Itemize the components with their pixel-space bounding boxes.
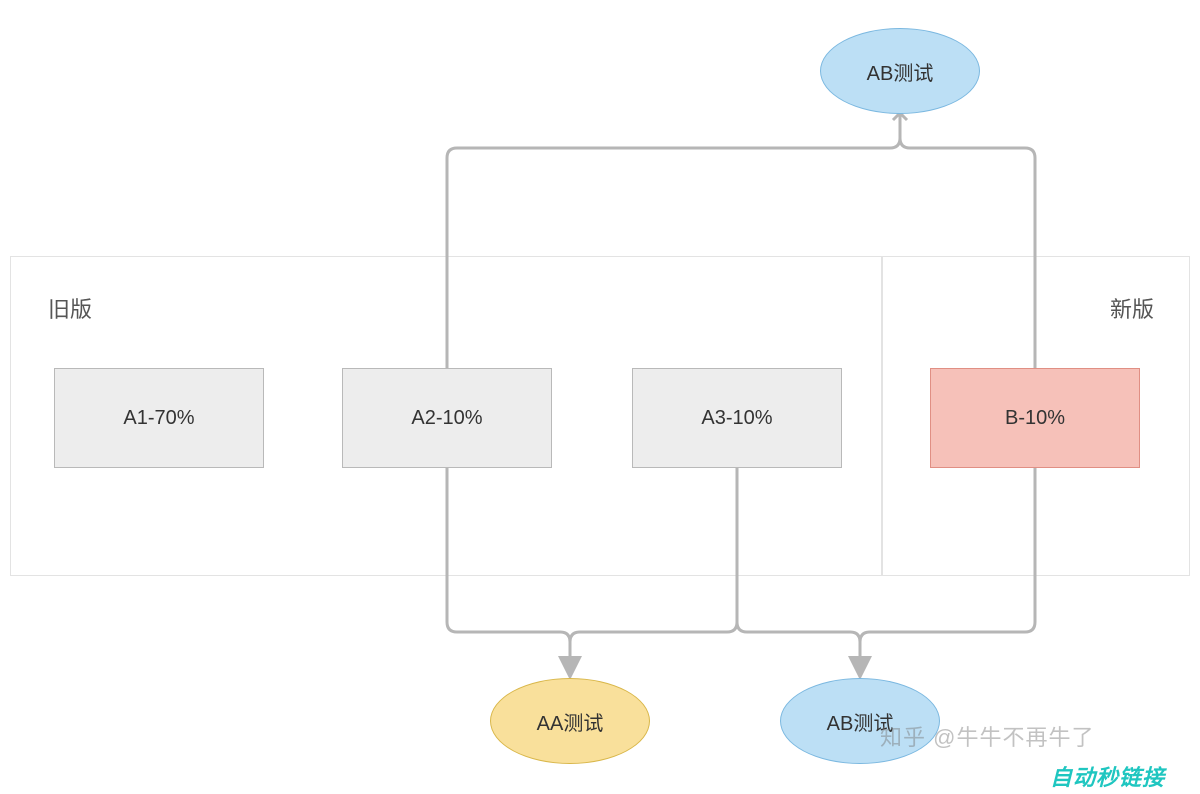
box-a3-label: A3-10%: [701, 407, 772, 430]
box-a2-label: A2-10%: [411, 407, 482, 430]
box-a3: A3-10%: [632, 368, 842, 468]
ellipse-aa-bottom-label: AA测试: [537, 707, 604, 736]
ellipse-aa-bottom: AA测试: [490, 678, 650, 764]
watermark-zhihu: 知乎 @牛牛不再牛了: [880, 720, 1094, 752]
watermark-autolink: 自动秒链接: [1050, 760, 1165, 792]
box-b-label: B-10%: [1005, 407, 1065, 430]
ellipse-ab-top-label: AB测试: [867, 57, 934, 86]
box-b: B-10%: [930, 368, 1140, 468]
new-version-label: 新版: [1110, 292, 1154, 324]
box-a1-label: A1-70%: [123, 407, 194, 430]
box-a1: A1-70%: [54, 368, 264, 468]
old-version-label: 旧版: [48, 292, 92, 324]
ellipse-ab-top: AB测试: [820, 28, 980, 114]
box-a2: A2-10%: [342, 368, 552, 468]
